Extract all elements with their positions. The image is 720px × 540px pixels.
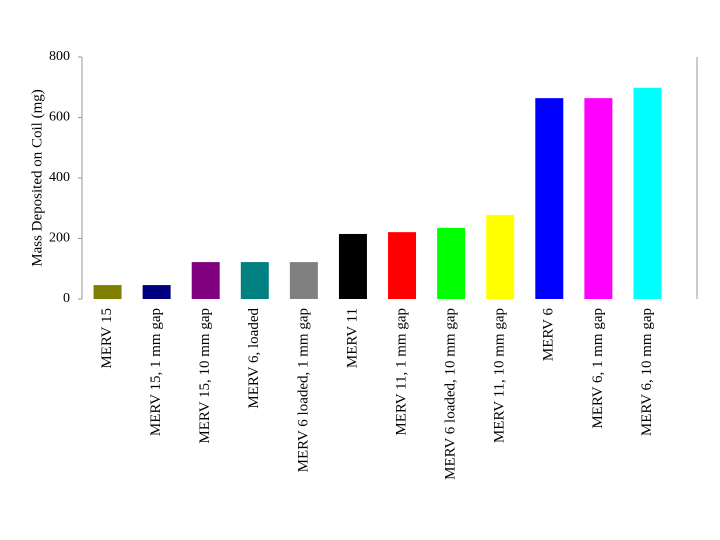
y-tick-label: 400	[49, 170, 70, 185]
y-tick-label: 600	[49, 110, 70, 125]
bar	[289, 262, 318, 299]
x-tick-label: MERV 15	[99, 308, 115, 369]
bar	[437, 227, 466, 299]
x-tick-label: MERV 6, 1 mm gap	[590, 308, 606, 429]
x-tick-label: MERV 6 loaded, 1 mm gap	[295, 308, 311, 472]
bar	[142, 285, 171, 299]
y-tick-label: 200	[49, 231, 70, 246]
bar	[338, 233, 367, 299]
bar	[633, 87, 662, 299]
y-axis-title: Mass Deposited on Coil (mg)	[29, 89, 45, 267]
x-tick-label: MERV 6, 10 mm gap	[639, 308, 655, 436]
x-tick-label: MERV 11, 1 mm gap	[393, 308, 409, 436]
y-tick-label: 800	[49, 49, 70, 64]
x-tick-label: MERV 6 loaded, 10 mm gap	[443, 308, 459, 480]
x-tick-label: MERV 15, 1 mm gap	[148, 308, 164, 436]
bar	[93, 285, 122, 299]
x-tick-label: MERV 6, loaded	[246, 308, 262, 409]
bar	[486, 214, 515, 299]
x-tick-label: MERV 15, 10 mm gap	[197, 308, 213, 444]
x-tick-label: MERV 6	[541, 308, 557, 362]
x-tick-label: MERV 11	[344, 308, 360, 368]
x-tick-label: MERV 11, 10 mm gap	[492, 308, 508, 443]
bar	[240, 262, 269, 299]
y-tick-label: 0	[63, 291, 70, 306]
bar	[535, 98, 564, 299]
bar	[191, 262, 220, 299]
bar	[584, 98, 613, 299]
bar	[388, 232, 417, 299]
